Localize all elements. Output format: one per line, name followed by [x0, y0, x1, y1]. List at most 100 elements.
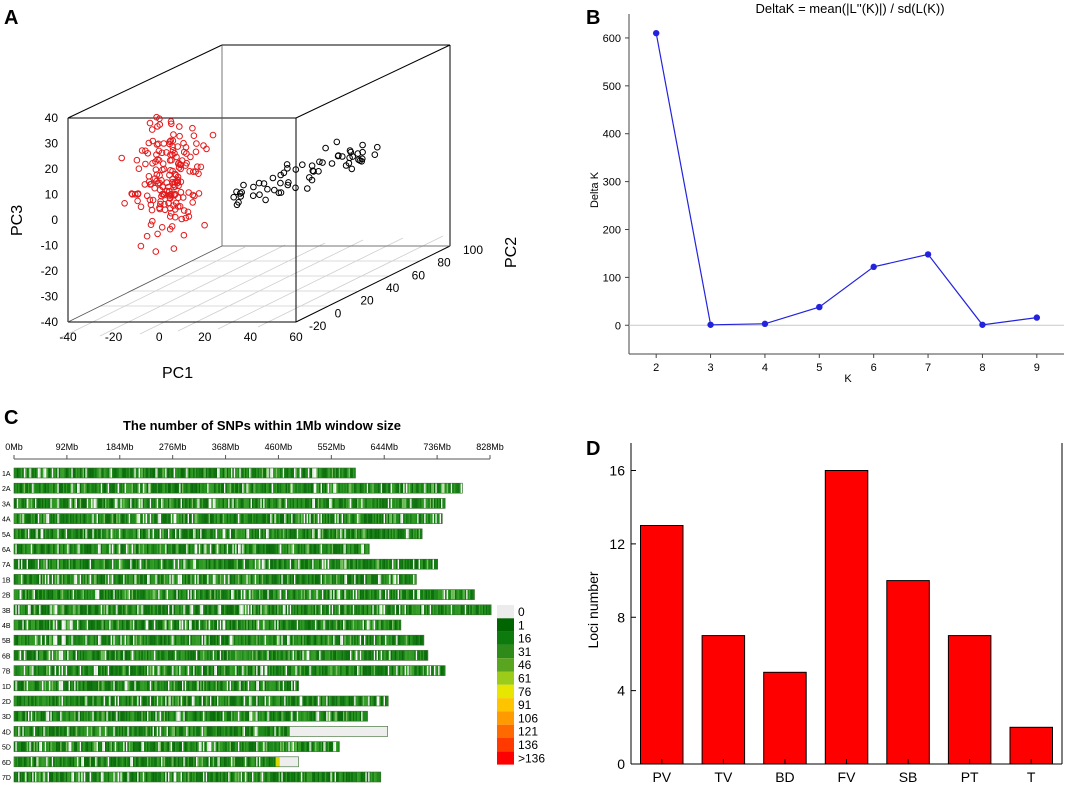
snp-window	[223, 468, 224, 478]
snp-window	[225, 635, 226, 645]
snp-window	[127, 483, 128, 493]
snp-window	[211, 559, 212, 569]
snp-window	[410, 605, 411, 615]
snp-window	[316, 514, 317, 524]
pca-point	[210, 132, 216, 138]
snp-window	[351, 498, 352, 508]
snp-window	[63, 681, 64, 691]
snp-window	[172, 635, 173, 645]
snp-window	[59, 590, 60, 600]
snp-window	[456, 605, 457, 615]
snp-window	[87, 559, 88, 569]
snp-window	[258, 574, 259, 584]
snp-window	[314, 620, 315, 630]
snp-window	[382, 529, 383, 539]
snp-window	[22, 483, 23, 493]
snp-window	[192, 468, 193, 478]
snp-window	[115, 544, 116, 554]
snp-window	[104, 514, 105, 524]
snp-window	[42, 483, 43, 493]
snp-window	[29, 559, 30, 569]
snp-window	[123, 529, 124, 539]
snp-window	[20, 498, 21, 508]
snp-window	[161, 650, 162, 660]
snp-window	[34, 544, 35, 554]
snp-window	[133, 544, 134, 554]
snp-window	[179, 559, 180, 569]
snp-window	[274, 666, 275, 676]
snp-window	[225, 574, 226, 584]
snp-window	[112, 620, 113, 630]
snp-window	[333, 529, 334, 539]
snp-window	[260, 468, 261, 478]
snp-window	[108, 605, 109, 615]
snp-window	[409, 666, 410, 676]
snp-window	[25, 468, 26, 478]
snp-window	[427, 514, 428, 524]
snp-window	[388, 620, 389, 630]
snp-window	[69, 666, 70, 676]
snp-window	[214, 590, 215, 600]
snp-window	[216, 635, 217, 645]
snp-window	[41, 574, 42, 584]
snp-window	[417, 650, 418, 660]
snp-window	[87, 635, 88, 645]
snp-window	[101, 559, 102, 569]
snp-window	[28, 468, 29, 478]
snp-window	[74, 666, 75, 676]
snp-window	[71, 559, 72, 569]
snp-window	[370, 498, 371, 508]
snp-window	[427, 605, 428, 615]
snp-window	[379, 483, 380, 493]
snp-window	[94, 483, 95, 493]
snp-window	[407, 590, 408, 600]
snp-window	[185, 635, 186, 645]
snp-window	[270, 635, 271, 645]
snp-window	[25, 574, 26, 584]
snp-window	[269, 666, 270, 676]
snp-window	[181, 696, 182, 706]
snp-window	[249, 590, 250, 600]
snp-window	[358, 544, 359, 554]
snp-window	[315, 559, 316, 569]
snp-window	[235, 483, 236, 493]
snp-window	[62, 620, 63, 630]
snp-window	[111, 590, 112, 600]
snp-window	[55, 544, 56, 554]
snp-window	[167, 650, 168, 660]
snp-window	[393, 635, 394, 645]
snp-window	[213, 498, 214, 508]
snp-window	[337, 635, 338, 645]
snp-window	[392, 590, 393, 600]
snp-window	[356, 514, 357, 524]
snp-window	[395, 529, 396, 539]
snp-window	[181, 635, 182, 645]
snp-window	[136, 681, 137, 691]
snp-window	[230, 666, 231, 676]
chromosome-label: 1A	[2, 471, 11, 478]
snp-window	[329, 696, 330, 706]
snp-window	[365, 574, 366, 584]
snp-window	[111, 559, 112, 569]
pca-ytick-label: 60	[412, 268, 426, 282]
snp-window	[90, 483, 91, 493]
snp-window	[326, 529, 327, 539]
snp-window	[148, 605, 149, 615]
snp-window	[22, 498, 23, 508]
snp-window	[358, 590, 359, 600]
snp-window	[224, 559, 225, 569]
snp-window	[456, 590, 457, 600]
snp-window	[368, 498, 369, 508]
snp-window	[59, 514, 60, 524]
snp-window	[123, 514, 124, 524]
snp-window	[34, 650, 35, 660]
snp-window	[42, 681, 43, 691]
snp-window	[260, 681, 261, 691]
snp-window	[224, 696, 225, 706]
snp-window	[228, 681, 229, 691]
deltak-ytick-label: 400	[603, 129, 621, 141]
snp-window	[424, 498, 425, 508]
snp-window	[382, 620, 383, 630]
snp-window	[400, 605, 401, 615]
snp-window	[41, 544, 42, 554]
